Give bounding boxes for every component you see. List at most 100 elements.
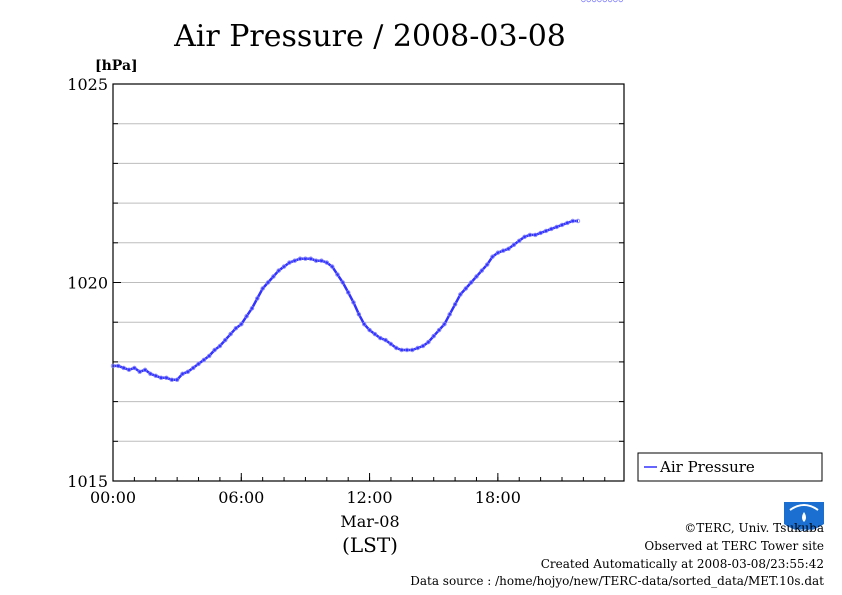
data-point [586,0,591,3]
data-point [533,232,538,238]
data-point [255,296,260,301]
data-point [287,260,292,265]
data-point [388,341,394,347]
data-point [474,274,479,279]
data-point [319,258,324,263]
data-point [452,302,458,307]
data-point [554,224,559,230]
data-point [383,337,388,343]
data-point [399,347,404,353]
data-point [110,363,116,369]
data-point [602,0,607,3]
data-point [607,0,613,3]
data-point [597,0,602,3]
data-point [233,326,239,331]
data-point [303,256,308,261]
data-point [372,331,378,337]
terc-logo: TERC [784,502,824,536]
data-point [174,377,180,382]
grid-lines [113,123,624,442]
data-point [190,365,196,371]
data-point [308,256,313,261]
data-point [196,361,201,367]
data-point [281,264,287,269]
logo-text: TERC [795,529,812,536]
x-tick-label: 00:00 [90,488,136,507]
data-point [506,246,511,251]
data-point [148,371,153,376]
legend-box [637,452,823,482]
y-axis-unit: [hPa] [95,58,138,74]
data-point [249,306,255,311]
y-tick-label: 1020 [67,274,108,293]
series-air-pressure [110,0,623,382]
chart-title: Air Pressure / 2008-03-08 [173,19,566,54]
data-point [212,347,217,353]
axis-labels: 1015 1020 1025 00:00 06:00 12:00 18:00 [67,75,521,507]
data-point [613,0,618,3]
data-point [228,331,233,337]
data-point [292,258,297,263]
data-point [121,365,126,371]
data-point [324,260,329,265]
y-tick-label: 1025 [67,75,108,94]
credit-created: Created Automatically at 2008-03-08/23:5… [540,557,824,571]
data-point [201,357,207,363]
data-point [137,369,142,374]
data-point [463,286,468,291]
data-point [468,280,474,285]
x-tick-label: 12:00 [347,488,393,507]
x-tick-label: 18:00 [475,488,521,507]
data-point [565,220,570,226]
data-point [426,339,431,345]
data-point [570,218,575,224]
data-point [367,327,372,333]
data-point [495,250,501,255]
data-point [522,234,527,239]
legend: Air Pressure [637,452,823,482]
data-point [276,268,281,273]
logo-wave-icon [789,504,819,511]
data-point [415,345,420,351]
data-point [222,337,228,343]
data-point [217,343,223,349]
logo-drop-icon [802,512,806,522]
data-point [485,262,490,267]
data-point [239,322,244,327]
x-tick-label: 06:00 [218,488,264,507]
data-point [442,322,447,327]
data-point [581,0,586,3]
data-point [132,365,137,371]
data-point [351,300,356,305]
data-point [501,248,506,253]
axis-ticks [112,83,624,482]
data-point [517,238,522,243]
data-point [335,272,340,277]
data-point [340,280,345,285]
data-point [185,369,190,374]
series-line [113,219,578,382]
data-point [153,373,158,378]
credit-copyright: ©TERC, Univ. Tsukuba [684,521,824,535]
data-point [271,274,276,279]
data-point [356,312,362,317]
data-point [420,343,426,349]
data-point [260,286,265,291]
data-point [538,230,543,236]
data-point [180,371,185,376]
data-point [362,322,367,327]
data-point [511,242,517,247]
data-point [458,292,463,297]
data-point [394,345,399,351]
x-axis-date-label: Mar-08 [340,512,399,531]
data-point [164,375,169,380]
credit-observed: Observed at TERC Tower site [644,539,824,553]
data-point [142,367,148,372]
x-axis-timezone-label: (LST) [342,533,398,557]
data-point [431,333,436,339]
data-point [527,232,533,238]
data-point [559,222,565,228]
data-point [169,377,174,382]
data-point [575,218,581,224]
